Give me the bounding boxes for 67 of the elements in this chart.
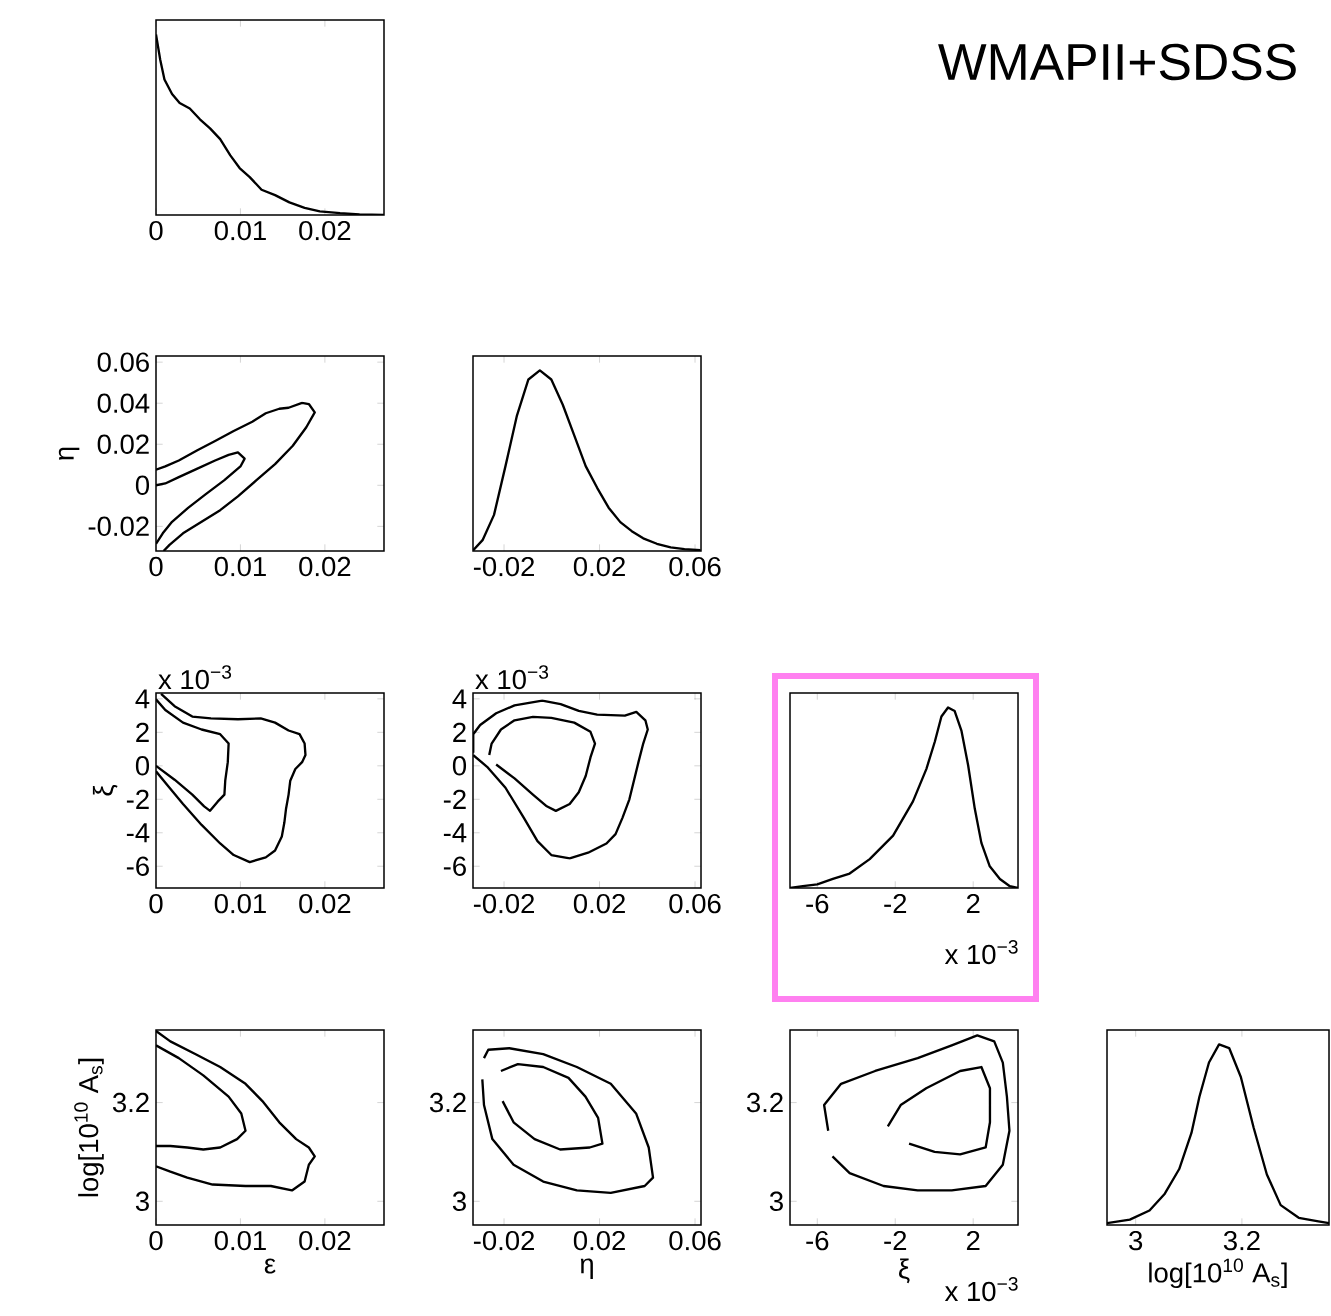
x-tick-label: 0.02 xyxy=(573,556,625,577)
text: x 10$^{−3}$ xyxy=(475,665,549,690)
y-tick-label: 0.04 xyxy=(97,393,150,413)
x-tick-label: 0.06 xyxy=(669,556,721,577)
x-tick-label: 0.02 xyxy=(573,1230,625,1251)
x-tick-label: 0.01 xyxy=(214,1230,266,1251)
x-tick-label: -0.02 xyxy=(473,1230,534,1251)
y-tick-label: -6 xyxy=(126,856,149,876)
y-axis-title: log[10$^{10}$ A$_{s}$] xyxy=(74,1058,104,1197)
x-tick-label: 2 xyxy=(966,1230,980,1251)
y-tick-label: -2 xyxy=(443,789,466,809)
y-tick-label: -0.02 xyxy=(88,516,149,537)
x-tick-label: 0.02 xyxy=(299,220,351,241)
x-tick-label: 0.02 xyxy=(573,893,625,914)
y-tick-label: -4 xyxy=(443,823,467,843)
x-axis-title: ξ xyxy=(899,1258,910,1284)
x-tick-label: 0.02 xyxy=(299,893,351,914)
y-tick-label: 0 xyxy=(135,475,150,496)
x-tick-label: -6 xyxy=(806,1230,829,1251)
x-tick-label: 3.2 xyxy=(1223,1230,1260,1251)
x-tick-label: 0.06 xyxy=(669,893,721,914)
x-tick-label: -2 xyxy=(884,1230,907,1251)
y-tick-label: 3.2 xyxy=(112,1092,149,1113)
x-tick-label: -6 xyxy=(806,893,829,914)
y-tick-label: -4 xyxy=(126,823,150,843)
line-series xyxy=(822,1034,1011,1192)
x-tick-label: 3 xyxy=(1129,1230,1143,1251)
line-series xyxy=(488,715,597,813)
text: x 10$^{−3}$ xyxy=(944,940,1018,965)
x-tick-label: 0.01 xyxy=(214,893,266,914)
x-tick-label: 0 xyxy=(149,220,163,241)
text: x 10$^{−3}$ xyxy=(158,665,232,690)
line-series xyxy=(481,1047,655,1195)
x-tick-label: 0.02 xyxy=(299,556,351,577)
y-tick-label: 2 xyxy=(136,722,149,742)
y-tick-label: -2 xyxy=(126,789,149,809)
x-tick-label: 0.01 xyxy=(214,556,266,577)
x-tick-label: 0 xyxy=(149,556,163,577)
y-tick-label: 3 xyxy=(452,1191,466,1212)
x-axis-title: log[10$^{10}$ A$_{s}$] xyxy=(1149,1258,1287,1289)
y-tick-label: 0.02 xyxy=(97,434,149,454)
y-tick-label: 4 xyxy=(135,689,150,709)
x-tick-label: 0 xyxy=(149,893,163,914)
line-series xyxy=(886,1065,992,1156)
y-tick-label: 3 xyxy=(135,1191,149,1212)
x-tick-label: 0 xyxy=(149,1230,163,1251)
x-tick-label: 0.02 xyxy=(299,1230,351,1251)
y-axis-title: ξ xyxy=(92,784,118,796)
line-series xyxy=(499,1062,604,1151)
x-tick-label: -0.02 xyxy=(473,893,534,914)
x-tick-label: 0.01 xyxy=(214,220,266,241)
y-tick-label: 0 xyxy=(135,756,150,776)
y-tick-label: 0 xyxy=(452,756,467,776)
y-tick-label: 0.06 xyxy=(97,352,149,372)
text: WMAPII+SDSS xyxy=(938,43,1296,81)
y-tick-label: 3.2 xyxy=(429,1092,466,1113)
x-tick-label: -0.02 xyxy=(473,556,534,577)
x-tick-label: -2 xyxy=(884,893,907,914)
y-tick-label: 2 xyxy=(453,722,466,742)
text: x 10$^{−3}$ xyxy=(944,1277,1018,1302)
x-tick-label: 2 xyxy=(966,893,980,914)
x-axis-title: ε xyxy=(264,1258,276,1274)
y-tick-label: 4 xyxy=(452,689,467,709)
y-axis-title: η xyxy=(58,447,80,460)
y-tick-label: -6 xyxy=(443,856,466,876)
x-tick-label: 0.06 xyxy=(669,1230,721,1251)
x-axis-title: η xyxy=(580,1258,593,1279)
